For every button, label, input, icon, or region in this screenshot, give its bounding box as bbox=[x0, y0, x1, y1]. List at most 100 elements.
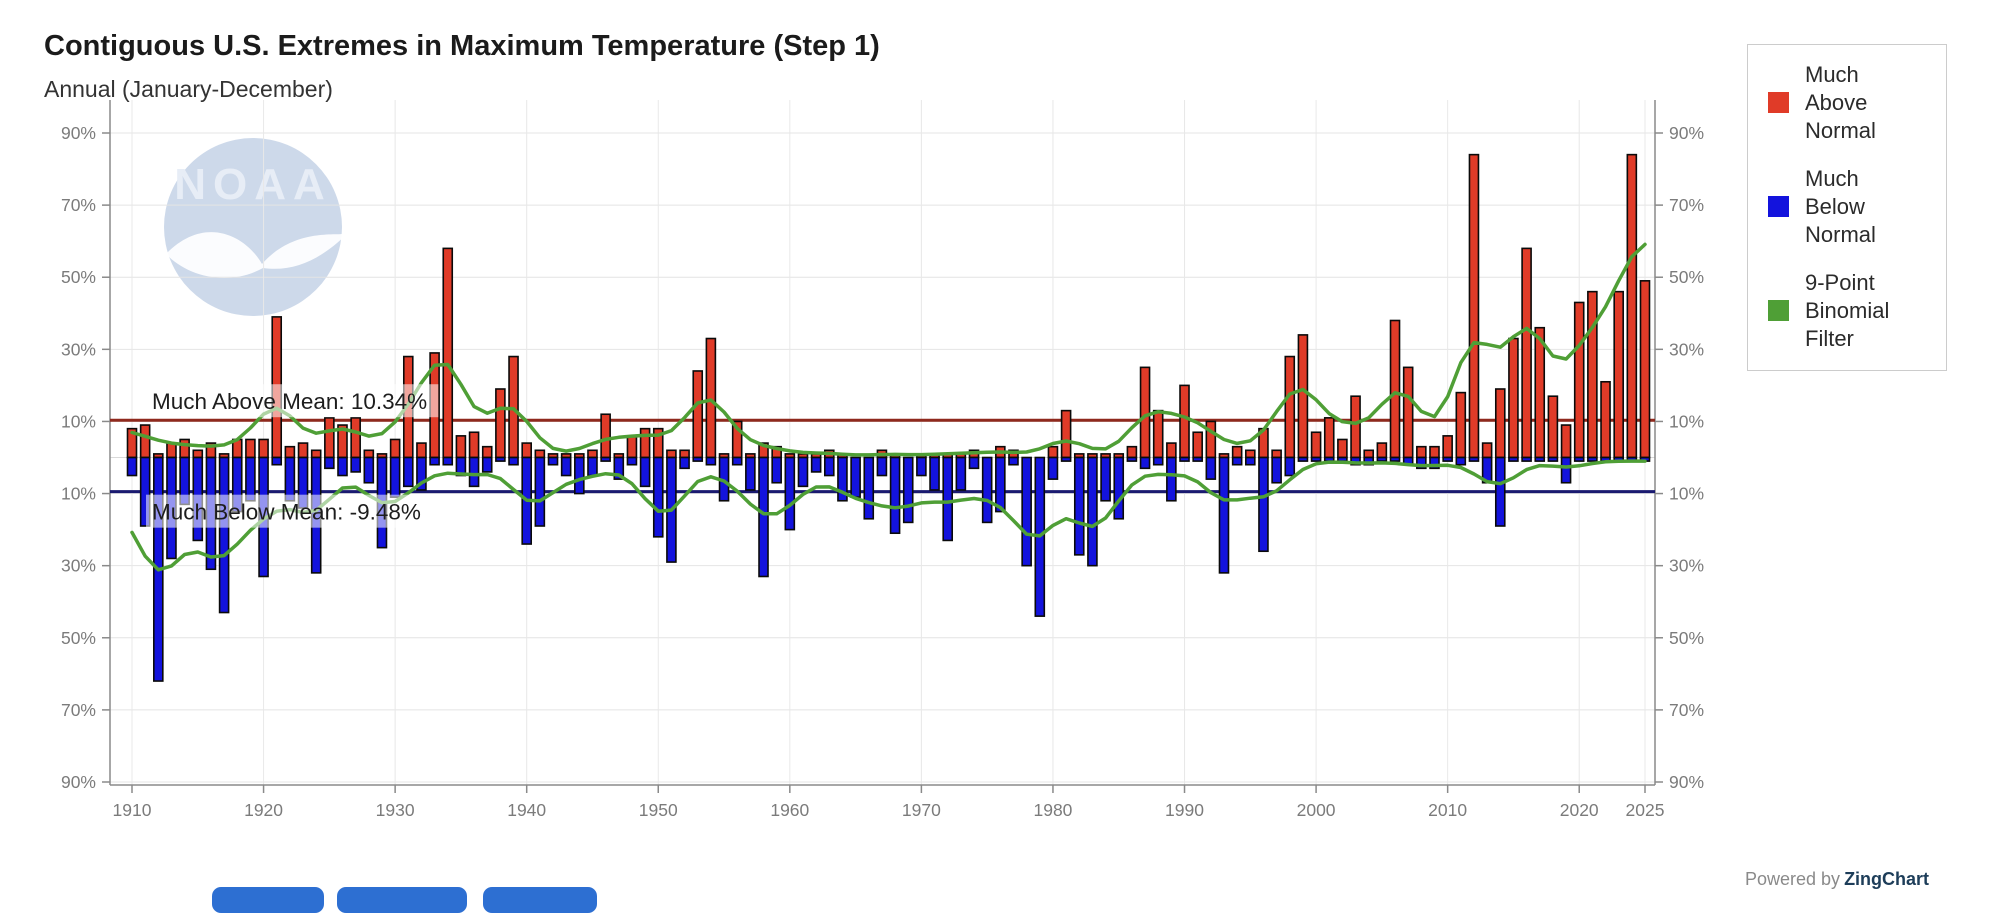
bar-below-1989 bbox=[1166, 456, 1177, 502]
bar-above-1938 bbox=[495, 388, 506, 459]
bar-below-1967 bbox=[876, 456, 888, 477]
legend-item-much-below-normal[interactable]: Much Below Normal bbox=[1768, 165, 1938, 249]
y-tick-label-right: 50% bbox=[1669, 628, 1704, 648]
much-below-normal-swatch-icon bbox=[1768, 196, 1789, 218]
x-tick-label: 1940 bbox=[507, 800, 546, 820]
bar-below-1948 bbox=[626, 456, 638, 466]
binomial-filter-line-above bbox=[130, 242, 1647, 457]
bar-above-1937 bbox=[481, 445, 493, 459]
y-tick-label-left: 70% bbox=[61, 195, 96, 215]
bar-below-1936 bbox=[468, 456, 480, 488]
bar-below-1987 bbox=[1139, 456, 1151, 470]
y-tick-label-right: 30% bbox=[1669, 339, 1704, 359]
legend-item-binomial-filter[interactable]: 9-Point Binomial Filter bbox=[1768, 269, 1938, 353]
action-button-2[interactable] bbox=[337, 887, 467, 913]
bar-below-1939 bbox=[508, 456, 519, 466]
bar-below-1990 bbox=[1179, 456, 1190, 462]
bar-above-1949 bbox=[639, 427, 651, 459]
bar-below-1946 bbox=[600, 456, 611, 462]
legend-item-much-above-normal[interactable]: Much Above Normal bbox=[1768, 61, 1938, 145]
bar-above-2005 bbox=[1376, 442, 1388, 459]
bar-below-2008 bbox=[1416, 456, 1427, 470]
bar-below-1919 bbox=[245, 456, 256, 502]
x-tick-label: 1950 bbox=[639, 800, 678, 820]
bar-below-1968 bbox=[889, 456, 901, 535]
action-button-1[interactable] bbox=[212, 887, 324, 913]
mean-label-much-above: Much Above Mean: 10.34% bbox=[146, 384, 439, 418]
bar-above-1980 bbox=[1047, 445, 1059, 459]
bar-below-1942 bbox=[547, 456, 559, 466]
bar-above-1997 bbox=[1271, 449, 1282, 459]
bar-above-1928 bbox=[363, 449, 375, 459]
bar-above-1922 bbox=[284, 445, 296, 459]
bar-above-1988 bbox=[1152, 409, 1164, 459]
bar-below-2012 bbox=[1468, 456, 1480, 462]
bar-below-1956 bbox=[731, 456, 743, 466]
x-tick-label: 1980 bbox=[1033, 800, 1072, 820]
bar-above-1914 bbox=[179, 438, 190, 459]
bar-below-1981 bbox=[1060, 456, 1072, 462]
bar-above-2004 bbox=[1363, 449, 1375, 459]
y-tick-label-right: 90% bbox=[1669, 772, 1704, 792]
bar-above-2022 bbox=[1600, 380, 1611, 459]
bar-above-2017 bbox=[1534, 326, 1546, 459]
chart-subtitle: Annual (January-December) bbox=[44, 76, 333, 102]
zingchart-brand-link[interactable]: ZingChart bbox=[1844, 869, 1930, 889]
bar-above-1986 bbox=[1126, 445, 1138, 459]
bar-below-1944 bbox=[574, 456, 585, 495]
noaa-watermark: NOAA bbox=[164, 138, 347, 316]
legend: Much Above Normal Much Below Normal 9-Point B… bbox=[1747, 44, 1947, 372]
bar-above-2006 bbox=[1389, 319, 1401, 459]
bar-below-1971 bbox=[929, 456, 940, 491]
x-tick-label: 1910 bbox=[113, 800, 152, 820]
bar-below-1945 bbox=[587, 456, 598, 477]
bar-below-2019 bbox=[1560, 456, 1572, 484]
bar-below-1931 bbox=[402, 456, 414, 488]
bar-below-1943 bbox=[560, 456, 572, 477]
bar-above-1925 bbox=[324, 417, 335, 459]
binomial-filter-swatch-icon bbox=[1768, 300, 1789, 322]
bar-below-1992 bbox=[1205, 456, 1217, 480]
bar-above-2013 bbox=[1481, 442, 1493, 459]
legend-item-label: Much Below Normal bbox=[1805, 165, 1876, 247]
bar-below-1974 bbox=[968, 456, 980, 470]
y-tick-label-left: 70% bbox=[61, 700, 96, 720]
bar-above-2024 bbox=[1626, 153, 1638, 459]
bar-above-1990 bbox=[1179, 384, 1190, 459]
bar-below-1999 bbox=[1297, 456, 1309, 462]
bar-below-1973 bbox=[955, 456, 967, 491]
bar-below-1988 bbox=[1152, 456, 1164, 466]
bar-below-1998 bbox=[1284, 456, 1296, 477]
bar-below-2011 bbox=[1455, 456, 1467, 466]
bar-above-2007 bbox=[1402, 366, 1414, 459]
bar-below-1932 bbox=[416, 456, 427, 491]
bar-below-1980 bbox=[1047, 456, 1059, 480]
bar-above-1992 bbox=[1205, 420, 1217, 459]
bar-above-1981 bbox=[1060, 409, 1072, 459]
y-tick-label-right: 90% bbox=[1669, 123, 1704, 143]
bar-below-1997 bbox=[1271, 456, 1282, 484]
bar-above-1919 bbox=[245, 438, 256, 459]
bar-below-1911 bbox=[139, 456, 151, 527]
y-tick-label-right: 10% bbox=[1669, 411, 1704, 431]
y-tick-label-right: 30% bbox=[1669, 556, 1704, 576]
bar-below-1954 bbox=[705, 456, 717, 466]
bar-above-1954 bbox=[705, 337, 717, 459]
page-title: Contiguous U.S. Extremes in Maximum Temp… bbox=[44, 30, 880, 62]
y-tick-label-right: 70% bbox=[1669, 195, 1704, 215]
bar-below-2006 bbox=[1389, 456, 1401, 462]
bar-above-1941 bbox=[534, 449, 546, 459]
legend-item-label: Much Above Normal bbox=[1805, 62, 1876, 143]
action-button-3[interactable] bbox=[483, 887, 597, 913]
x-tick-label: 1920 bbox=[244, 800, 283, 820]
bar-below-1993 bbox=[1218, 456, 1230, 574]
bar-below-1934 bbox=[442, 456, 454, 466]
bar-below-1961 bbox=[797, 456, 809, 488]
bar-above-1994 bbox=[1231, 445, 1243, 459]
bar-below-1959 bbox=[771, 456, 782, 484]
bar-below-1926 bbox=[337, 456, 348, 477]
bar-above-1945 bbox=[587, 449, 598, 459]
bar-below-1938 bbox=[495, 456, 506, 462]
bar-above-1952 bbox=[679, 449, 690, 459]
